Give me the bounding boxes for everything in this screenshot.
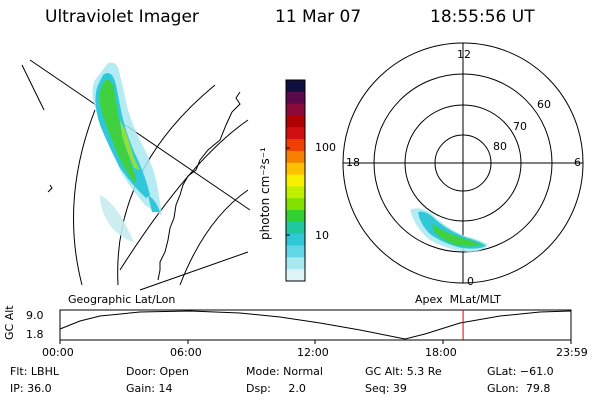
timeline-y-tick-min: 1.8 — [26, 328, 44, 341]
colorbar-swatch — [286, 162, 305, 176]
timeline-y-tick-max: 9.0 — [26, 309, 44, 322]
colorbar-swatch — [286, 174, 305, 188]
gc-alt-curve — [59, 310, 572, 340]
aurora-geo — [92, 62, 162, 242]
mlt-label-6: 6 — [574, 156, 581, 169]
colorbar-tick-100: 100 — [315, 141, 336, 154]
timeline-x-tick-1: 06:00 — [170, 346, 202, 359]
colorbar-swatch — [286, 91, 305, 105]
door-info: Door: Open — [126, 365, 189, 378]
dsp-info: Dsp: 2.0 — [246, 382, 306, 395]
colorbar-swatch — [286, 257, 305, 270]
lat-label-60: 60 — [537, 98, 551, 111]
mlt-label-0: 0 — [467, 275, 474, 288]
mlt-label-12: 12 — [457, 48, 471, 61]
colorbar-swatch — [286, 221, 305, 235]
colorbar-swatch — [286, 233, 305, 247]
colorbar-swatch — [286, 198, 305, 211]
colorbar-swatch — [286, 269, 305, 282]
ip-info: IP: 36.0 — [10, 382, 52, 395]
colorbar-swatch — [286, 115, 305, 128]
colorbar-swatch — [286, 127, 305, 140]
timeline-x-tick-3: 18:00 — [425, 346, 457, 359]
geo-map-label: Geographic Lat/Lon — [68, 293, 176, 306]
mode-info: Mode: Normal — [246, 365, 323, 378]
lat-label-70: 70 — [513, 120, 527, 133]
colorbar-swatch — [286, 139, 305, 152]
colorbar-tick-10: 10 — [315, 229, 329, 242]
gc-alt-info: GC Alt: 5.3 Re — [365, 365, 442, 378]
colorbar-swatch — [286, 186, 305, 199]
colorbar-swatch — [286, 80, 305, 93]
colorbar-swatch — [286, 210, 305, 223]
coastline — [47, 91, 241, 281]
timeline-x-tick-0: 00:00 — [42, 346, 74, 359]
timeline-frame — [59, 309, 572, 341]
aurora-polar — [410, 208, 488, 252]
colorbar-swatch — [286, 103, 305, 117]
glon-info: GLon: 79.8 — [487, 382, 551, 395]
filter-info: Flt: LBHL — [10, 365, 59, 378]
timeline-x-tick-4: 23:59 — [556, 346, 588, 359]
timeline-x-tick-2: 12:00 — [297, 346, 329, 359]
date-label: 11 Mar 07 — [275, 7, 362, 27]
apex-map-label: Apex MLat/MLT — [415, 293, 501, 306]
seq-info: Seq: 39 — [365, 382, 407, 395]
mlt-label-18: 18 — [346, 156, 360, 169]
time-label: 18:55:56 UT — [430, 7, 535, 27]
colorbar-swatch — [286, 245, 305, 258]
app-title: Ultraviolet Imager — [45, 7, 199, 27]
colorbar-swatch — [286, 150, 305, 164]
glat-info: GLat: −61.0 — [487, 365, 554, 378]
timeline-y-label: GC Alt — [3, 305, 16, 340]
gain-info: Gain: 14 — [126, 382, 173, 395]
lat-label-80: 80 — [493, 140, 507, 153]
